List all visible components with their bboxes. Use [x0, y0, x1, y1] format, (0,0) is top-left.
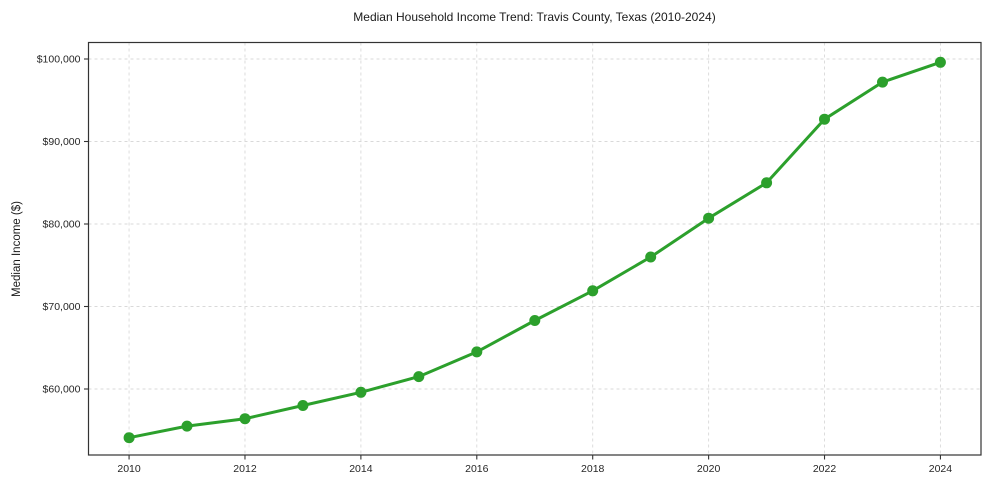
x-tick-label: 2018	[581, 463, 605, 475]
data-point	[239, 413, 251, 425]
y-tick-label: $80,000	[43, 219, 81, 231]
x-tick-label: 2016	[465, 463, 489, 475]
data-point	[819, 113, 830, 125]
data-point	[355, 386, 367, 398]
data-point	[645, 251, 657, 263]
data-point	[181, 420, 193, 432]
data-point	[413, 371, 425, 383]
y-tick-label: $70,000	[43, 301, 81, 313]
data-point	[761, 177, 773, 189]
data-point	[703, 212, 715, 224]
y-tick-label: $100,000	[37, 54, 81, 66]
x-tick-label: 2010	[117, 463, 141, 475]
data-point	[123, 432, 135, 444]
y-tick-label: $90,000	[43, 136, 81, 148]
data-point	[471, 346, 483, 358]
x-tick-label: 2012	[233, 463, 257, 475]
y-tick-label: $60,000	[43, 384, 81, 396]
data-point	[297, 400, 309, 411]
data-point	[587, 285, 599, 297]
x-tick-label: 2014	[349, 463, 373, 475]
trend-line	[127, 60, 942, 440]
plot-frame	[87, 41, 982, 456]
chart-title: Median Household Income Trend: Travis Co…	[353, 10, 716, 24]
x-tick-label: 2022	[813, 463, 837, 475]
data-point	[877, 76, 888, 88]
data-point	[529, 315, 541, 326]
x-tick-label: 2020	[697, 463, 721, 475]
x-tick-label: 2024	[929, 463, 953, 475]
data-point	[934, 56, 946, 68]
